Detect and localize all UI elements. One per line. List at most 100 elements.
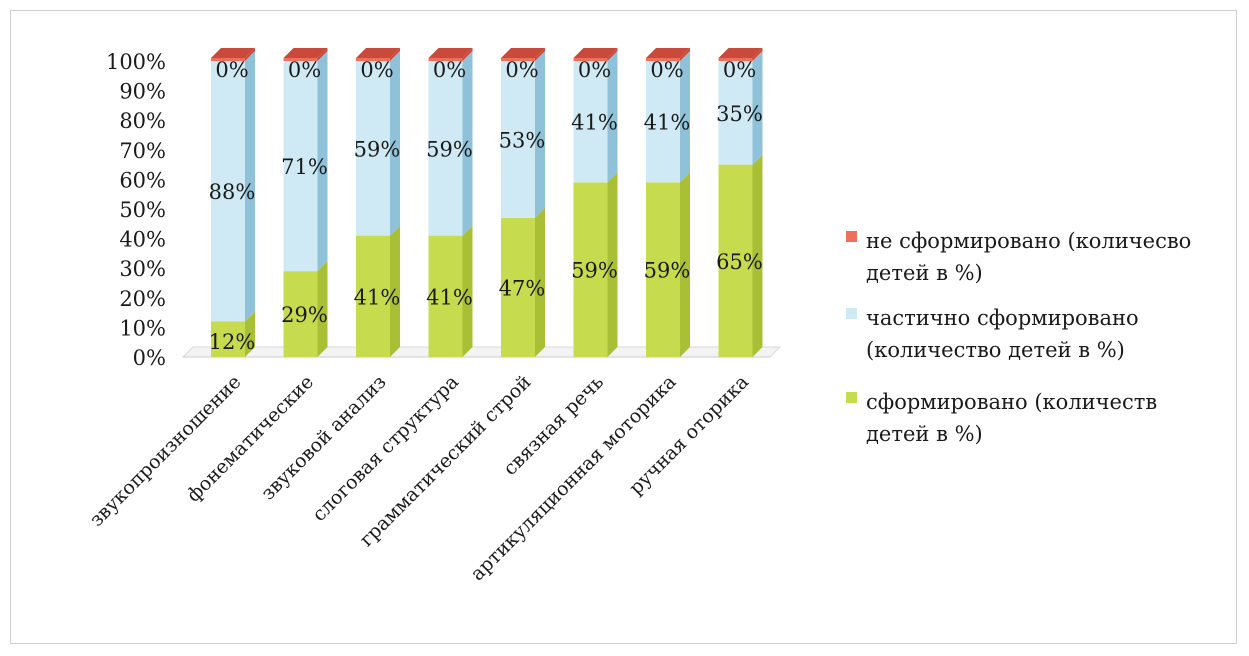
bar-segment-side xyxy=(390,48,400,61)
bar-segment xyxy=(718,61,753,165)
bar-segment xyxy=(211,61,245,322)
bar-segment xyxy=(501,61,535,218)
y-tick-label: 70% xyxy=(119,139,166,163)
legend-swatch xyxy=(846,308,857,319)
y-tick-label: 90% xyxy=(119,80,166,104)
bar-segment xyxy=(356,61,390,236)
legend-swatch xyxy=(846,231,857,242)
y-tick-label: 40% xyxy=(119,228,166,252)
data-label: 47% xyxy=(499,276,546,300)
bar-segment xyxy=(501,58,535,61)
bar-segment-side xyxy=(245,311,255,357)
bar-segment-side xyxy=(317,48,328,61)
bar-segment xyxy=(356,235,390,357)
chart-floor xyxy=(181,346,782,358)
bar-segment-side xyxy=(680,172,690,357)
bar-segment-side xyxy=(245,48,255,61)
bar-segment xyxy=(211,321,245,357)
legend-item: частично сформировано (количество детей в… xyxy=(846,306,1139,362)
legend-swatch xyxy=(846,392,857,403)
data-label: 29% xyxy=(281,303,328,327)
legend-label: (количество детей в %) xyxy=(866,338,1125,362)
bar-segment-side xyxy=(752,48,763,61)
bar-segment-side xyxy=(462,48,473,61)
data-label: 41% xyxy=(426,285,473,309)
legend-label: не сформировано (количесво xyxy=(866,229,1191,253)
bar-segment xyxy=(283,61,318,272)
bar-segment-side xyxy=(607,48,618,61)
y-tick-label: 20% xyxy=(119,287,166,311)
bar-segment xyxy=(646,182,680,357)
data-label: 59% xyxy=(426,137,473,161)
chart-frame xyxy=(10,10,1237,644)
bar-top-face xyxy=(646,48,690,58)
data-label: 41% xyxy=(354,285,401,309)
data-label: 59% xyxy=(644,259,691,283)
data-label: 0% xyxy=(578,58,611,82)
bar-segment xyxy=(283,271,318,357)
bar-top-face xyxy=(283,48,328,58)
category-label: звуковой анализ xyxy=(257,371,391,505)
bar-segment-side xyxy=(680,48,690,61)
data-label: 0% xyxy=(433,58,466,82)
data-label: 0% xyxy=(215,58,248,82)
bar-segment-side xyxy=(680,51,690,183)
data-label: 12% xyxy=(209,330,256,354)
y-tick-label: 30% xyxy=(119,257,166,281)
data-label: 0% xyxy=(288,58,321,82)
data-label: 0% xyxy=(360,58,393,82)
legend-item: не сформировано (количесво детей в %) xyxy=(846,229,1191,285)
bar-segment-side xyxy=(535,48,545,61)
bar-top-face xyxy=(573,48,618,58)
data-label: 41% xyxy=(644,111,691,135)
bar-segment xyxy=(428,61,463,236)
y-tick-label: 60% xyxy=(119,168,166,192)
bar-segment xyxy=(718,164,753,357)
category-label: фонематические xyxy=(182,371,318,507)
bar-segment-side xyxy=(462,225,473,357)
bar-top-face xyxy=(428,48,473,58)
bar-segment-side xyxy=(390,225,400,357)
data-label: 65% xyxy=(716,250,763,274)
bar-segment-side xyxy=(607,172,618,357)
y-tick-label: 50% xyxy=(119,198,166,222)
data-label: 59% xyxy=(571,259,618,283)
bar-segment-side xyxy=(752,51,763,165)
data-label: 53% xyxy=(499,128,546,152)
bar-top-face xyxy=(501,48,545,58)
y-tick-label: 10% xyxy=(119,316,166,340)
bar-segment xyxy=(573,61,608,183)
bar-segment xyxy=(211,58,245,61)
bar-top-face xyxy=(211,48,255,58)
bar-segment xyxy=(428,235,463,357)
bar-segment xyxy=(573,182,608,357)
bar-segment xyxy=(428,58,463,61)
data-label: 0% xyxy=(723,58,756,82)
data-label: 0% xyxy=(650,58,683,82)
bar-segment-side xyxy=(535,51,545,218)
data-label: 71% xyxy=(281,155,328,179)
bar-segment xyxy=(718,58,753,61)
data-label: 0% xyxy=(505,58,538,82)
bar-segment xyxy=(501,217,535,357)
data-label: 88% xyxy=(209,180,256,204)
legend-label: сформировано (количеств xyxy=(866,390,1157,414)
bar-top-face xyxy=(718,48,763,58)
bar-top-face xyxy=(356,48,400,58)
bar-segment-side xyxy=(752,154,763,357)
category-label: слоговая структура xyxy=(308,371,463,526)
y-tick-label: 100% xyxy=(106,50,166,74)
legend-item: сформировано (количеств детей в %) xyxy=(846,390,1157,446)
legend-label: детей в %) xyxy=(866,261,983,285)
bar-segment-side xyxy=(390,51,400,236)
bar-segment xyxy=(646,58,680,61)
legend-label: частично сформировано xyxy=(866,306,1139,330)
y-tick-label: 0% xyxy=(133,346,166,370)
legend-label: детей в %) xyxy=(866,422,983,446)
y-tick-label: 80% xyxy=(119,109,166,133)
bar-segment xyxy=(646,61,680,183)
data-label: 59% xyxy=(354,137,401,161)
bar-segment-side xyxy=(462,51,473,236)
data-label: 35% xyxy=(716,102,763,126)
